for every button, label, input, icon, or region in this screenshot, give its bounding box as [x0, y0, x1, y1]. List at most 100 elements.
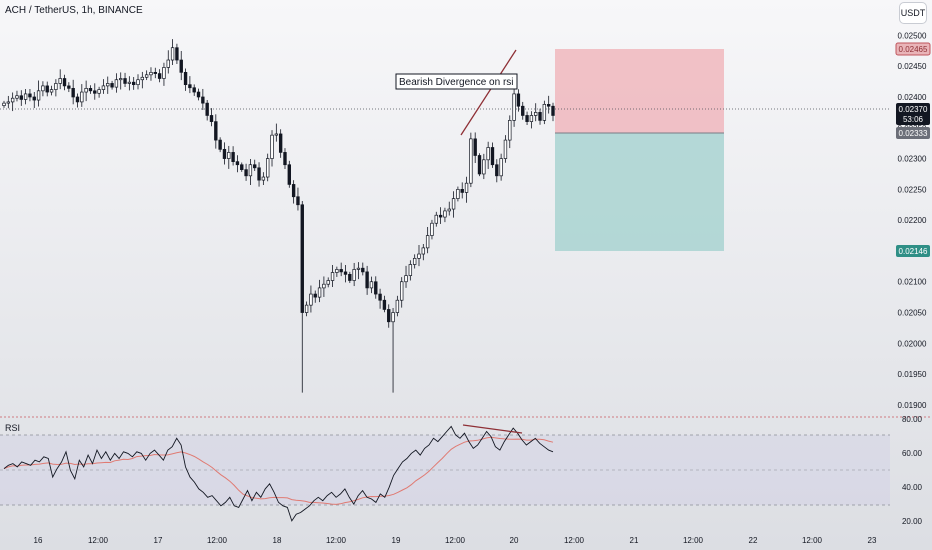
candle[interactable] — [140, 76, 145, 81]
annotation-box[interactable] — [395, 73, 518, 90]
candle[interactable] — [36, 90, 41, 101]
candle[interactable] — [19, 95, 23, 100]
candle[interactable] — [382, 299, 387, 310]
candle[interactable] — [425, 235, 430, 249]
candle[interactable] — [352, 269, 356, 281]
candle[interactable] — [434, 214, 438, 224]
candle[interactable] — [28, 93, 32, 98]
candle[interactable] — [97, 89, 101, 94]
candle[interactable] — [490, 147, 495, 166]
candle[interactable] — [196, 91, 201, 98]
candle[interactable] — [412, 257, 417, 265]
candle[interactable] — [257, 167, 261, 181]
candle[interactable] — [93, 90, 97, 94]
candle[interactable] — [404, 275, 408, 283]
candle[interactable] — [6, 101, 11, 104]
candle[interactable] — [62, 78, 67, 87]
candle[interactable] — [162, 67, 166, 79]
candle[interactable] — [304, 304, 309, 313]
candle[interactable] — [114, 79, 119, 88]
candle[interactable] — [443, 210, 447, 218]
candle[interactable] — [330, 272, 335, 281]
candle[interactable] — [309, 293, 313, 306]
candle[interactable] — [339, 269, 343, 273]
candle[interactable] — [343, 271, 348, 275]
candle[interactable] — [421, 247, 426, 255]
candle[interactable] — [313, 293, 317, 298]
candle[interactable] — [45, 85, 49, 93]
candle[interactable] — [447, 208, 451, 212]
candle[interactable] — [460, 189, 464, 193]
candle[interactable] — [71, 88, 75, 98]
candle[interactable] — [2, 102, 6, 106]
candle[interactable] — [365, 271, 369, 289]
candle[interactable] — [542, 104, 547, 121]
candle[interactable] — [538, 112, 542, 121]
rsi-divergence-line[interactable] — [462, 424, 523, 434]
candle[interactable] — [374, 281, 378, 295]
candle[interactable] — [274, 133, 279, 136]
candle[interactable] — [188, 84, 192, 89]
candle[interactable] — [283, 152, 287, 166]
candle[interactable] — [482, 159, 486, 175]
candle[interactable] — [495, 164, 499, 177]
stop-loss-zone[interactable] — [555, 49, 724, 133]
candle[interactable] — [300, 204, 304, 313]
candle[interactable] — [15, 95, 19, 99]
candle[interactable] — [106, 83, 110, 87]
candle[interactable] — [23, 93, 28, 100]
candle[interactable] — [529, 115, 534, 122]
candle[interactable] — [235, 161, 240, 166]
candle[interactable] — [144, 74, 149, 78]
candle[interactable] — [54, 83, 58, 90]
candle[interactable] — [361, 267, 365, 273]
candle[interactable] — [119, 78, 123, 81]
candle[interactable] — [503, 139, 508, 159]
candle[interactable] — [170, 47, 175, 61]
currency-button[interactable]: USDT — [899, 2, 927, 24]
candle[interactable] — [387, 309, 391, 323]
candle[interactable] — [127, 81, 132, 84]
candle[interactable] — [58, 78, 62, 84]
candle[interactable] — [335, 269, 339, 273]
candle[interactable] — [408, 264, 413, 276]
candle[interactable] — [525, 115, 529, 122]
candle[interactable] — [88, 88, 93, 92]
candle[interactable] — [136, 79, 140, 86]
candle[interactable] — [183, 71, 188, 86]
candle[interactable] — [391, 312, 395, 323]
candle[interactable] — [356, 267, 361, 270]
candle[interactable] — [521, 105, 525, 116]
candle[interactable] — [248, 164, 253, 177]
candle[interactable] — [179, 59, 183, 73]
candle[interactable] — [157, 73, 162, 79]
candle[interactable] — [317, 287, 322, 298]
candle[interactable] — [486, 147, 490, 161]
candle[interactable] — [261, 176, 266, 181]
candle[interactable] — [270, 134, 274, 159]
candle[interactable] — [326, 280, 330, 285]
candle[interactable] — [378, 293, 382, 301]
candle[interactable] — [464, 182, 469, 193]
candle[interactable] — [499, 158, 503, 177]
candle[interactable] — [266, 158, 270, 178]
candle[interactable] — [49, 89, 54, 93]
candle[interactable] — [205, 102, 209, 116]
candle[interactable] — [438, 214, 443, 218]
candle[interactable] — [166, 59, 170, 68]
candle[interactable] — [395, 299, 400, 313]
candle[interactable] — [101, 85, 106, 90]
candle[interactable] — [456, 189, 460, 199]
candle[interactable] — [512, 93, 516, 121]
candle[interactable] — [291, 184, 296, 198]
candle[interactable] — [10, 97, 15, 103]
candle[interactable] — [218, 139, 222, 150]
candle[interactable] — [473, 138, 477, 156]
divergence-trendline[interactable] — [460, 49, 517, 136]
candle[interactable] — [508, 120, 512, 141]
candle[interactable] — [240, 164, 244, 171]
candle[interactable] — [348, 274, 352, 281]
candle[interactable] — [149, 71, 153, 76]
candle[interactable] — [175, 47, 179, 61]
candle[interactable] — [209, 115, 214, 122]
